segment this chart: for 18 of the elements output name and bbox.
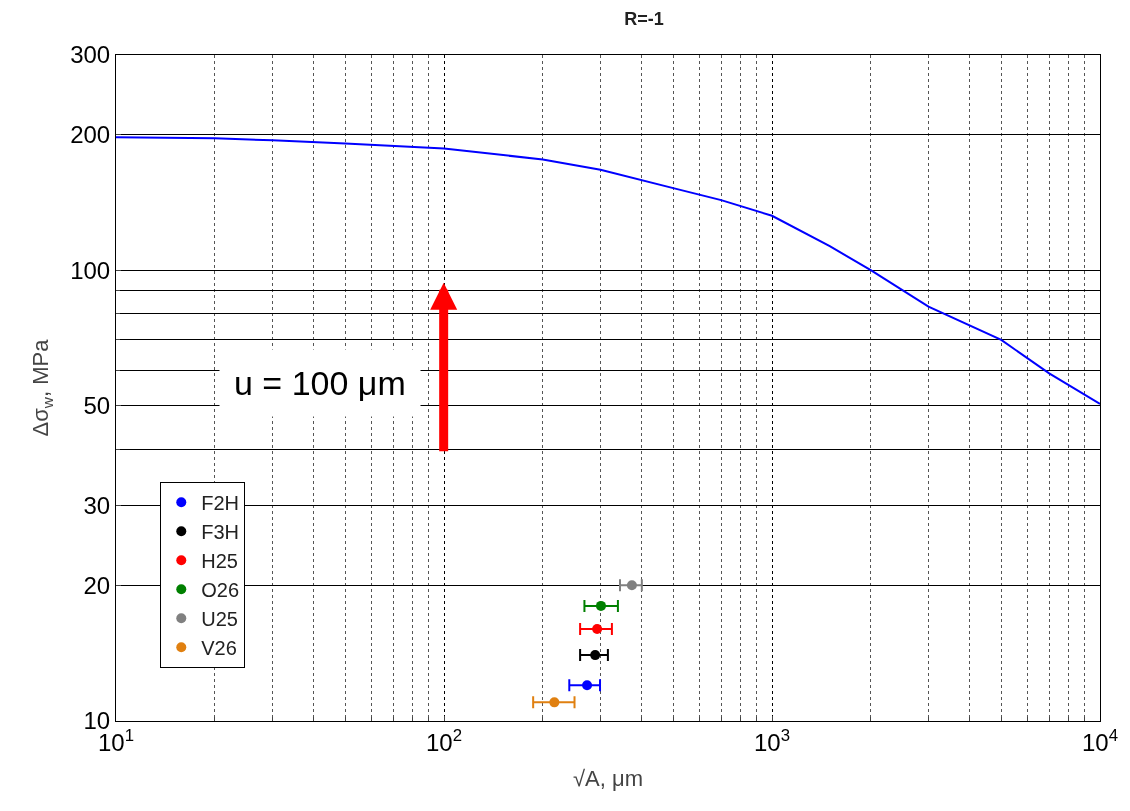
chart-title: R=-1 — [624, 8, 664, 29]
annotation: u = 100 μm — [234, 364, 406, 402]
y-tick-label: 30 — [83, 492, 111, 520]
x-tick-label: 10$^{4}$ — [1081, 725, 1119, 756]
y-tick-label: 200 — [70, 120, 111, 148]
legend-label: U25 — [201, 608, 238, 631]
legend-label: H25 — [201, 550, 238, 573]
x-axis-title: √A, μm — [573, 765, 643, 791]
legend-label: V26 — [201, 637, 237, 660]
legend-label: F3H — [201, 521, 240, 544]
x-tick-label: 10$^{2}$ — [425, 725, 463, 756]
legend-label: F2H — [201, 492, 240, 515]
y-tick-label: 20 — [83, 571, 111, 599]
y-tick-label: 100 — [70, 256, 111, 284]
x-tick-label: 10$^{3}$ — [753, 725, 791, 756]
legend-label: O26 — [201, 579, 240, 602]
y-tick-label: 50 — [83, 392, 111, 420]
y-tick-label: 300 — [70, 41, 111, 69]
